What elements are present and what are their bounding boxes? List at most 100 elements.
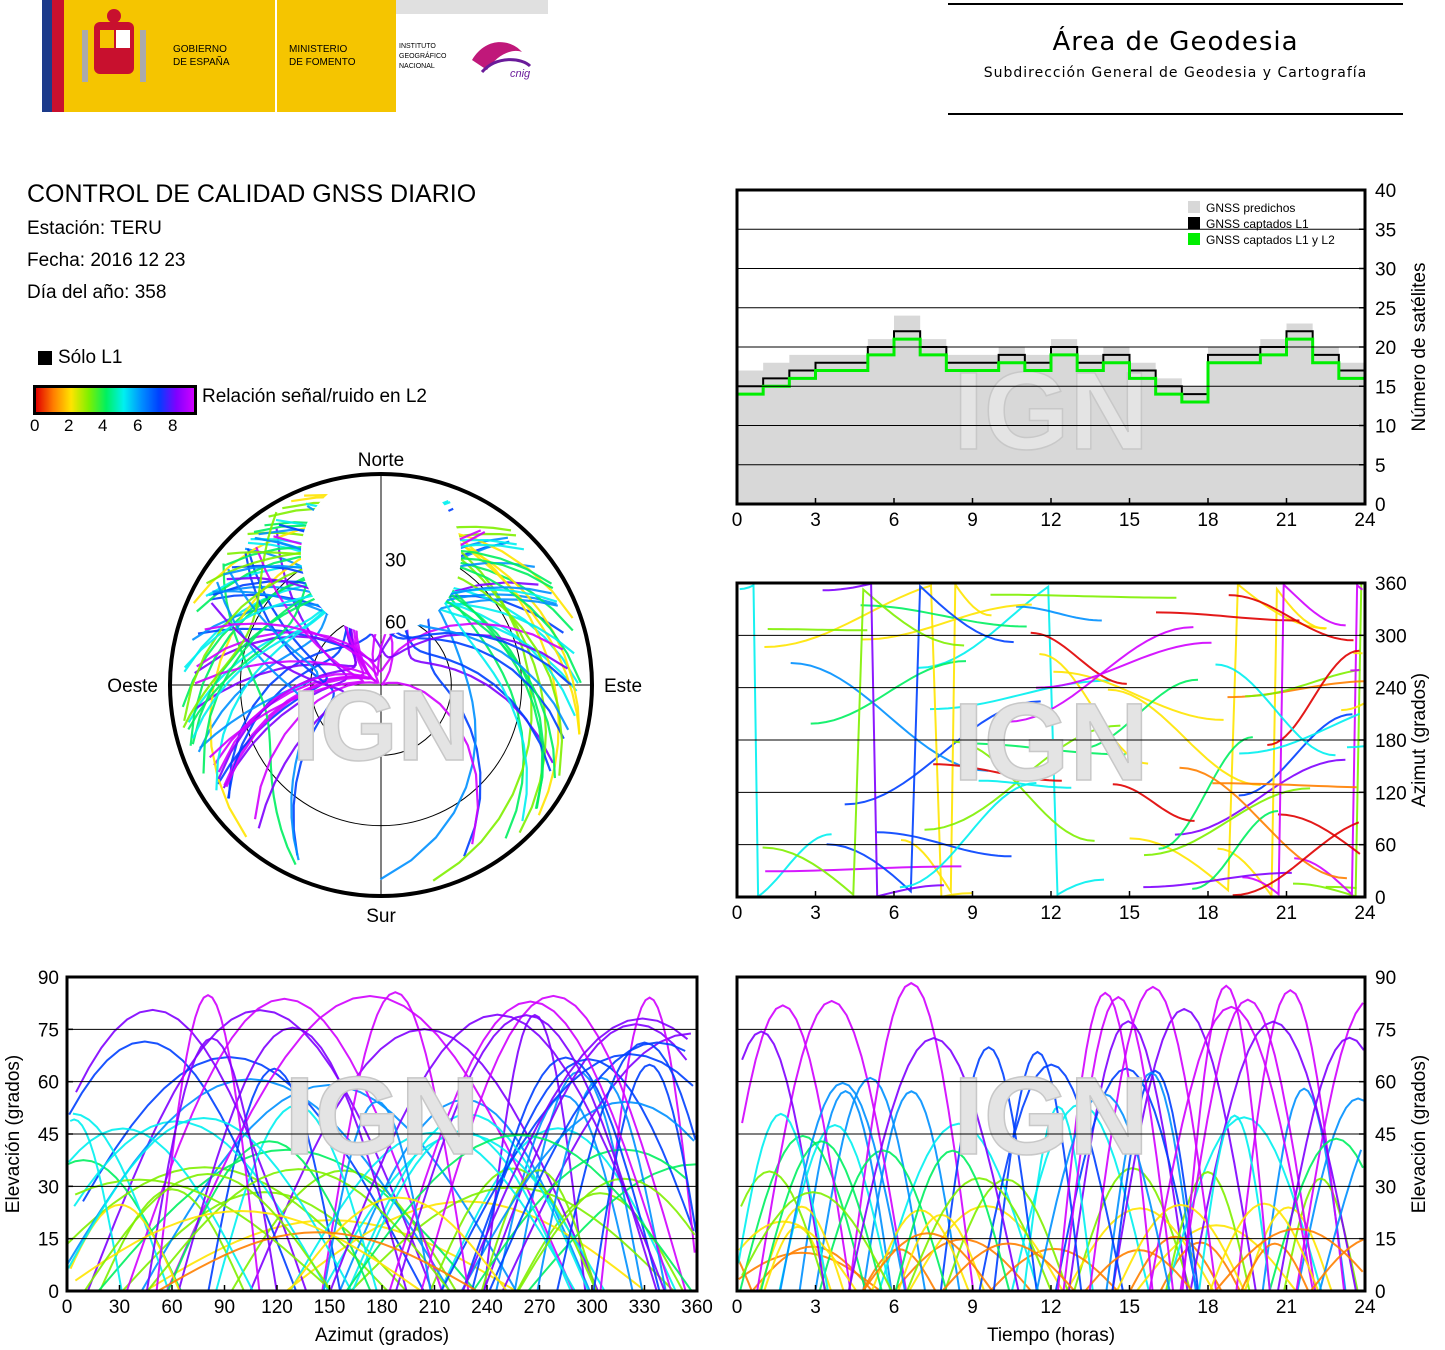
y-tick-label: 90 xyxy=(1375,968,1396,989)
area-subtitle: Subdirección General de Geodesia y Carto… xyxy=(983,65,1368,81)
satellite-track xyxy=(483,1013,587,1292)
y-tick-label: 35 xyxy=(1375,220,1396,241)
y-tick-label: 0 xyxy=(48,1282,59,1303)
x-tick-label: 3 xyxy=(810,1297,821,1318)
satellite-track xyxy=(347,1113,590,1292)
satellite-track xyxy=(1243,1206,1333,1292)
satellite-track xyxy=(1016,605,1102,622)
y-tick-label: 360 xyxy=(1375,574,1407,595)
satellite-track xyxy=(848,981,975,1292)
satellite-track xyxy=(739,1134,867,1292)
satellite-track xyxy=(68,1040,298,1292)
ign-text-2: GEOGRÁFICO xyxy=(399,51,447,60)
legend-l1-swatch xyxy=(38,351,52,365)
skyplot-label-north: Norte xyxy=(358,450,404,471)
satellite-track xyxy=(74,1178,333,1292)
satellite-track xyxy=(1053,670,1224,721)
satellite-track xyxy=(1062,995,1175,1292)
x-tick-label: 9 xyxy=(967,903,978,924)
cnig-logo-icon: cnig xyxy=(472,42,531,80)
y-axis-label: Azimut (grados) xyxy=(1409,673,1430,807)
y-tick-label: 45 xyxy=(38,1125,59,1146)
doy-label: Día del año: 358 xyxy=(27,282,167,303)
satellite-track xyxy=(1035,1092,1171,1292)
cnig-text: cnig xyxy=(510,68,531,80)
satellite-track xyxy=(157,1231,478,1292)
y-tick-label: 0 xyxy=(1375,1282,1386,1303)
satellite-track xyxy=(847,1037,1020,1292)
satellite-track xyxy=(1174,758,1346,836)
satellite-track xyxy=(395,1014,658,1292)
satellite-track xyxy=(978,1063,1124,1292)
x-tick-label: 120 xyxy=(261,1297,293,1318)
satellite-track xyxy=(69,1118,123,1292)
y-tick-label: 40 xyxy=(1375,181,1396,202)
satellite-track xyxy=(978,779,1072,789)
y-tick-label: 0 xyxy=(1375,495,1386,516)
y-tick-label: 0 xyxy=(1375,888,1386,909)
snr-tick: 0 xyxy=(30,416,40,435)
satellite-track xyxy=(762,587,965,897)
satellite-track xyxy=(861,1248,937,1292)
satellite-track xyxy=(962,742,1126,756)
satellite-track xyxy=(155,993,261,1292)
satellite-track xyxy=(480,1169,598,1292)
satellite-track xyxy=(1242,582,1346,897)
ign-watermark: IGN xyxy=(953,1055,1149,1178)
x-tick-label: 240 xyxy=(471,1297,503,1318)
satellite-track xyxy=(1240,1242,1310,1292)
satellite-track xyxy=(1039,653,1149,765)
satellite-track xyxy=(144,1219,517,1292)
satellite-track xyxy=(67,1127,254,1292)
skyplot-label-west: Oeste xyxy=(107,676,158,697)
satellite-track xyxy=(1198,1114,1272,1292)
x-tick-label: 18 xyxy=(1197,510,1218,531)
satellite-track xyxy=(740,1170,828,1292)
x-tick-label: 24 xyxy=(1354,510,1376,531)
satellite-track xyxy=(1179,998,1317,1292)
satellite-track xyxy=(810,660,967,725)
ign-text-3: NACIONAL xyxy=(399,63,435,70)
x-tick-label: 0 xyxy=(732,510,743,531)
satellite-track xyxy=(177,1026,408,1292)
satellite-track xyxy=(1267,649,1360,746)
area-header: Área de Geodesia Subdirección General de… xyxy=(948,3,1403,115)
area-title: Área de Geodesia xyxy=(1052,27,1299,57)
satellite-track xyxy=(210,602,346,829)
y-axis-label: Elevación (grados) xyxy=(1409,1055,1430,1213)
skyplot-label-east: Este xyxy=(604,676,642,697)
satellite-track xyxy=(741,1004,852,1292)
satellite-track xyxy=(1105,1071,1197,1292)
snr-colorbar xyxy=(33,385,197,415)
min-text-2: DE FOMENTO xyxy=(289,57,356,68)
x-tick-label: 6 xyxy=(889,903,900,924)
satellite-track xyxy=(439,1127,677,1292)
satellite-track xyxy=(285,1200,646,1292)
satellite-track xyxy=(1084,1249,1194,1292)
satellite-track xyxy=(1228,594,1354,642)
x-tick-label: 18 xyxy=(1197,903,1218,924)
satellite-track xyxy=(860,604,1027,628)
satellite-track xyxy=(790,662,989,772)
x-tick-label: 90 xyxy=(214,1297,235,1318)
government-logo: GOBIERNO DE ESPAÑA MINISTERIO DE FOMENTO… xyxy=(42,0,548,112)
l1l2-step xyxy=(737,337,1367,404)
satellite-track xyxy=(461,1017,689,1292)
satellite-track xyxy=(440,1053,694,1292)
report-title: CONTROL DE CALIDAD GNSS DIARIO xyxy=(27,180,477,208)
ign-watermark: IGN xyxy=(284,1055,480,1178)
y-tick-label: 90 xyxy=(38,968,59,989)
satellite-track xyxy=(894,1149,1011,1292)
x-tick-label: 6 xyxy=(889,1297,900,1318)
satellite-track xyxy=(1295,1002,1364,1292)
satellite-track xyxy=(420,994,687,1292)
satellite-track xyxy=(67,1116,353,1292)
y-tick-label: 75 xyxy=(38,1020,59,1041)
satellite-track xyxy=(739,583,832,899)
satellite-track xyxy=(862,603,1032,641)
y-tick-label: 30 xyxy=(1375,260,1396,281)
min-text-1: MINISTERIO xyxy=(289,44,348,55)
station-label: Estación: TERU xyxy=(27,218,162,239)
satellite-track xyxy=(1238,713,1353,797)
satellite-track xyxy=(1023,1105,1094,1292)
